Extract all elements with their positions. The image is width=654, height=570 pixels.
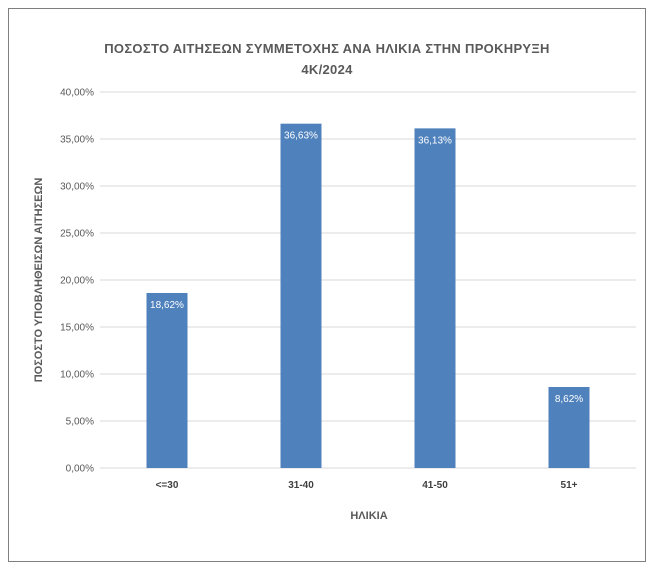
bar bbox=[414, 128, 456, 469]
gridlines bbox=[100, 91, 636, 469]
y-tick-label: 35,00% bbox=[60, 135, 94, 146]
bar-data-label: 8,62% bbox=[555, 394, 583, 405]
y-tick-label: 10,00% bbox=[60, 370, 94, 381]
bars bbox=[146, 123, 590, 469]
bar bbox=[280, 123, 322, 468]
bar bbox=[548, 386, 590, 468]
chart-title: ΠΟΣΟΣΤΟ ΑΙΤΗΣΕΩΝ ΣΥΜΜΕΤΟΧΗΣ ΑΝΑ ΗΛΙΚΙΑ Σ… bbox=[0, 38, 654, 80]
bar bbox=[146, 292, 188, 468]
y-tick-label: 0,00% bbox=[66, 464, 94, 475]
bar-data-label: 18,62% bbox=[150, 300, 184, 311]
chart-frame bbox=[8, 8, 646, 562]
y-axis-tick-labels: 0,00% 5,00% 10,00% 15,00% 20,00% 25,00% 30,00%… bbox=[60, 88, 94, 475]
x-axis-title: ΗΛΙΚΙΑ bbox=[350, 510, 387, 522]
x-category-label: <=30 bbox=[156, 480, 179, 491]
bar-data-label: 36,13% bbox=[418, 135, 452, 146]
y-tick-label: 20,00% bbox=[60, 276, 94, 287]
y-tick-label: 5,00% bbox=[66, 417, 94, 428]
y-tick-label: 15,00% bbox=[60, 323, 94, 334]
y-tick-label: 30,00% bbox=[60, 182, 94, 193]
x-category-label: 51+ bbox=[561, 480, 578, 491]
y-axis-title: ΠΟΣΟΣΤΟ ΥΠΟΒΛΗΘΕΙΣΩΝ ΑΙΤΗΣΕΩΝ bbox=[33, 178, 45, 383]
data-labels: 18,62% 36,63% 36,13% 8,62% bbox=[150, 131, 583, 405]
x-axis-category-labels: <=30 31-40 41-50 51+ bbox=[156, 480, 578, 491]
chart-title-line-2: 4Κ/2024 bbox=[301, 62, 353, 77]
y-tick-label: 25,00% bbox=[60, 229, 94, 240]
chart-title-line-1: ΠΟΣΟΣΤΟ ΑΙΤΗΣΕΩΝ ΣΥΜΜΕΤΟΧΗΣ ΑΝΑ ΗΛΙΚΙΑ Σ… bbox=[104, 41, 550, 56]
bar-data-label: 36,63% bbox=[284, 131, 318, 142]
y-tick-label: 40,00% bbox=[60, 88, 94, 99]
x-category-label: 31-40 bbox=[288, 480, 314, 491]
x-category-label: 41-50 bbox=[422, 480, 448, 491]
